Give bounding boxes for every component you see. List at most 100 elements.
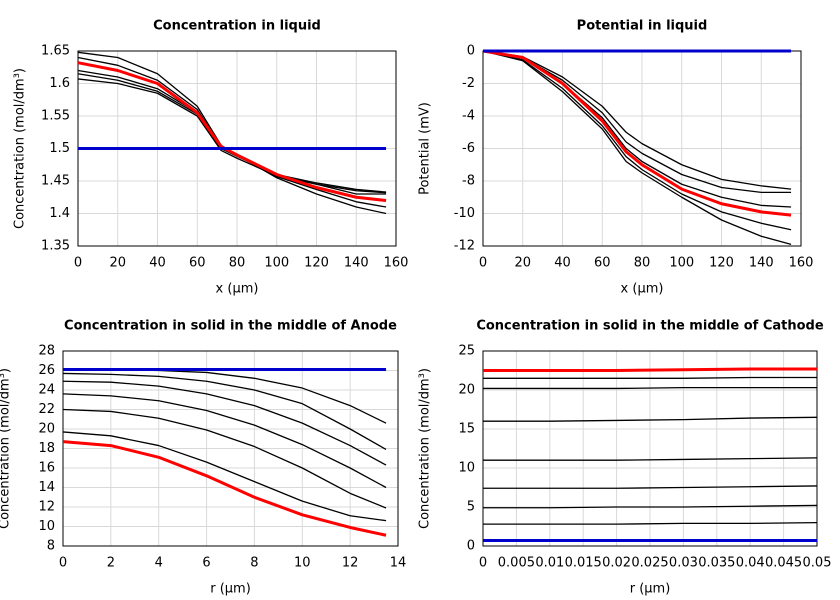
y-tick-label: 24 [38, 383, 55, 398]
plot-frame [482, 350, 818, 547]
x-tick-label: 8 [250, 556, 258, 571]
y-tick-label: 20 [38, 422, 55, 437]
y-tick-label: 10 [458, 461, 475, 476]
y-tick-label: -2 [462, 76, 475, 91]
data-line [483, 376, 817, 379]
x-axis-label: x (µm) [216, 282, 259, 297]
x-tick-label: 4 [155, 556, 163, 571]
x-tick-label: 60 [594, 256, 611, 271]
x-axis-label: r (µm) [630, 582, 671, 597]
y-tick-label: 28 [38, 344, 55, 359]
data-line [483, 416, 818, 422]
x-tick-label: 80 [634, 256, 651, 271]
y-tick-label: 1.4 [49, 206, 70, 221]
data-line [77, 78, 387, 194]
y-tick-label: 5 [467, 500, 475, 515]
y-tick-label: 10 [38, 519, 55, 534]
data-line [483, 387, 817, 390]
y-tick-label: 1.65 [41, 44, 70, 59]
data-line [62, 408, 387, 509]
x-axis-label: r (µm) [210, 582, 251, 597]
y-tick-label: 1.5 [49, 141, 70, 156]
y-tick-label: -12 [454, 239, 475, 254]
x-tick-label: 0 [479, 256, 487, 271]
y-tick-label: 1.35 [41, 239, 70, 254]
x-tick-label: 120 [304, 256, 329, 271]
x-tick-label: 20 [514, 256, 531, 271]
x-tick-label: 6 [202, 556, 210, 571]
x-tick-label: 12 [342, 556, 359, 571]
x-tick-label: 14 [390, 556, 407, 571]
y-axis-label: Concentration (mol/dm³) [418, 368, 433, 529]
y-tick-label: 15 [458, 422, 475, 437]
y-tick-label: -8 [462, 174, 475, 189]
data-line [482, 50, 792, 246]
chart-title: Potential in liquid [577, 19, 708, 34]
chart-title: Concentration in liquid [153, 19, 321, 34]
y-tick-label: 1.55 [41, 109, 70, 124]
y-tick-label: 20 [458, 383, 475, 398]
plot-frame [62, 350, 399, 547]
chart-title: Concentration in solid in the middle of … [64, 319, 397, 334]
data-line [62, 372, 387, 451]
x-axis-label: x (µm) [621, 282, 664, 297]
data-line [77, 73, 387, 193]
y-tick-label: 14 [38, 480, 55, 495]
y-tick-label: 18 [38, 441, 55, 456]
x-tick-label: 2 [107, 556, 115, 571]
data-line [483, 504, 818, 509]
data-line [482, 50, 792, 190]
x-tick-label: 0.04 [736, 556, 765, 571]
y-axis-label: Concentration (mol/dm³) [0, 368, 13, 529]
x-tick-label: 100 [669, 256, 694, 271]
y-tick-label: 25 [458, 344, 475, 359]
x-tick-label: 40 [554, 256, 571, 271]
x-tick-label: 0 [59, 556, 67, 571]
x-tick-label: 0.02 [602, 556, 631, 571]
data-line [62, 440, 387, 537]
y-axis-label: Concentration (mol/dm³) [13, 68, 28, 229]
y-tick-label: 0 [467, 539, 475, 554]
y-axis-label: Potential (mV) [418, 102, 433, 195]
x-tick-label: 0.045 [765, 556, 802, 571]
y-tick-label: -10 [454, 206, 475, 221]
x-tick-label: 0.01 [535, 556, 564, 571]
y-tick-label: 22 [38, 402, 55, 417]
data-line [483, 367, 817, 372]
x-tick-label: 140 [749, 256, 774, 271]
data-line [62, 431, 387, 522]
x-tick-label: 0.03 [669, 556, 698, 571]
data-line [62, 380, 387, 466]
y-tick-label: 26 [38, 363, 55, 378]
x-tick-label: 60 [189, 256, 206, 271]
x-tick-label: 0.005 [498, 556, 535, 571]
x-tick-label: 0.015 [565, 556, 602, 571]
data-line [483, 457, 818, 461]
y-tick-label: 12 [38, 500, 55, 515]
y-tick-label: 0 [467, 44, 475, 59]
data-line [77, 61, 387, 202]
x-tick-label: 0.035 [698, 556, 735, 571]
x-tick-label: 160 [384, 256, 409, 271]
data-line [62, 393, 387, 489]
data-line [482, 49, 792, 217]
x-tick-label: 10 [294, 556, 311, 571]
y-tick-label: -4 [462, 109, 475, 124]
y-tick-label: -6 [462, 141, 475, 156]
x-tick-label: 120 [709, 256, 734, 271]
data-line [482, 50, 792, 231]
data-line [482, 50, 792, 194]
y-tick-label: 8 [47, 539, 55, 554]
x-tick-label: 100 [264, 256, 289, 271]
x-tick-label: 0.025 [631, 556, 668, 571]
y-tick-label: 1.45 [41, 174, 70, 189]
x-tick-label: 0 [74, 256, 82, 271]
y-tick-label: 16 [38, 461, 55, 476]
y-tick-label: 1.6 [49, 76, 70, 91]
data-line [77, 69, 387, 195]
x-tick-label: 0.05 [803, 556, 832, 571]
x-tick-label: 40 [149, 256, 166, 271]
chart-title: Concentration in solid in the middle of … [476, 319, 824, 334]
data-line [483, 485, 818, 489]
